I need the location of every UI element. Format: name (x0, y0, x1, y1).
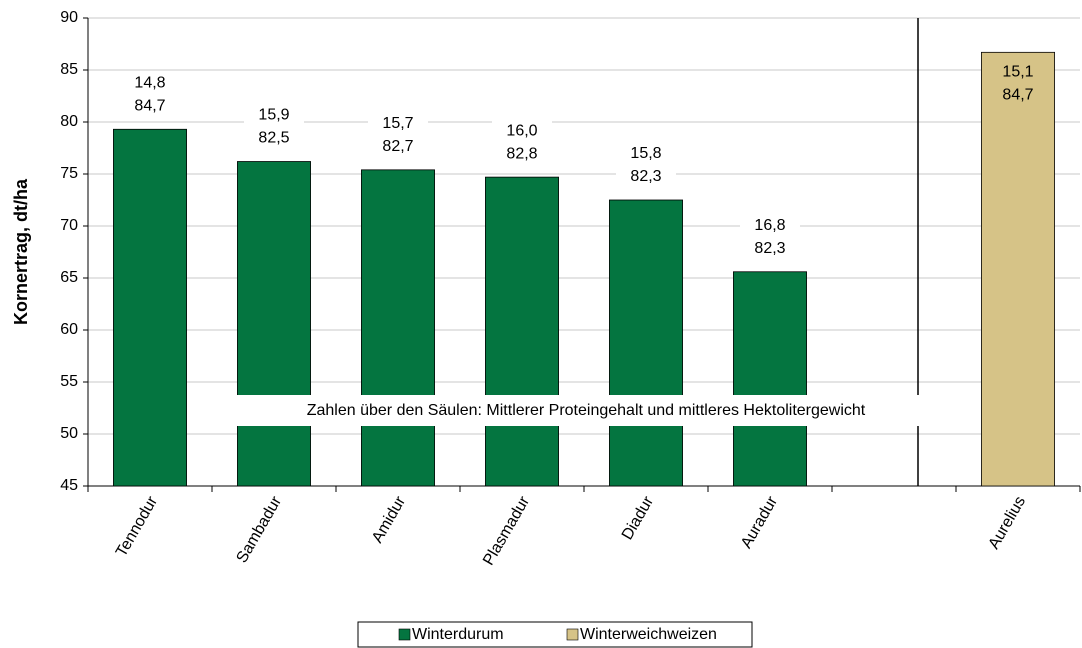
bar-label: 15,9 (258, 107, 289, 124)
bar-label: 15,8 (630, 145, 661, 162)
bar-label: 84,7 (134, 97, 165, 114)
bar-label: 82,3 (630, 168, 661, 185)
bar-label: 82,7 (382, 138, 413, 155)
bar-label: 16,8 (754, 217, 785, 234)
y-tick-label: 70 (60, 217, 78, 234)
bar (981, 51, 1055, 487)
y-axis-title: Kornertrag, dt/ha (11, 178, 31, 325)
bar (609, 199, 683, 487)
bar-label: 82,8 (506, 145, 537, 162)
y-tick-label: 80 (60, 113, 78, 130)
x-tick-label: Plasmadur (480, 493, 533, 568)
y-tick-label: 55 (60, 373, 78, 390)
y-tick-label: 60 (60, 321, 78, 338)
bar-label: 16,0 (506, 122, 537, 139)
y-tick-label: 45 (60, 477, 78, 494)
x-tick-label: Amidur (369, 493, 409, 546)
y-tick-label: 50 (60, 425, 78, 442)
label-bg (244, 103, 304, 150)
label-bg (616, 142, 676, 188)
y-tick-label: 85 (60, 61, 78, 78)
x-tick-label: Auradur (738, 493, 782, 551)
bar (361, 169, 435, 487)
bar-label: 15,7 (382, 115, 413, 132)
x-tick-label: Sambadur (233, 493, 285, 566)
legend-swatch (398, 628, 411, 641)
label-bg (368, 111, 428, 158)
legend-swatch (566, 628, 579, 641)
annotation: Zahlen über den Säulen: Mittlerer Protei… (307, 402, 866, 419)
legend-label: Winterweichweizen (580, 626, 717, 643)
legend-box (357, 621, 753, 648)
bar (237, 161, 311, 487)
bar-label: 82,5 (258, 130, 289, 147)
bar (113, 128, 187, 487)
label-bg (740, 213, 800, 260)
y-tick-label: 65 (60, 269, 78, 286)
legend-label: Winterdurum (412, 626, 504, 643)
bar-label: 15,1 (1002, 64, 1033, 81)
annotation-bg (236, 395, 936, 426)
bar (733, 271, 807, 487)
bar-label: 84,7 (1002, 87, 1033, 104)
label-bg (492, 119, 552, 166)
y-tick-label: 90 (60, 9, 78, 26)
bar (485, 176, 559, 487)
x-tick-label: Tennodur (113, 493, 161, 560)
bar-label: 82,3 (754, 240, 785, 257)
label-bg (120, 71, 180, 118)
x-tick-label: Aurelius (985, 494, 1029, 553)
bar-label: 14,8 (134, 74, 165, 91)
x-tick-label: Diadur (619, 493, 658, 543)
y-tick-label: 75 (60, 165, 78, 182)
